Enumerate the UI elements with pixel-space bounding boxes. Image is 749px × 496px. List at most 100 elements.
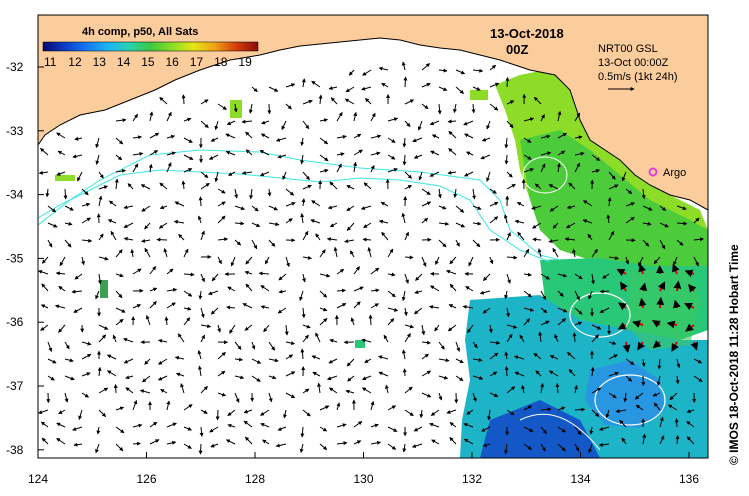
current-vector [107,370,117,377]
current-vector [532,222,542,229]
sst-speck-3 [355,340,365,348]
current-vector [40,304,49,309]
current-vector [482,273,491,281]
current-vector [107,219,117,224]
current-vector [178,233,185,241]
current-vector [621,171,627,182]
current-vector [251,375,261,382]
current-vector [97,366,102,377]
current-vector [548,370,559,377]
x-tick-label: 136 [679,472,699,486]
current-vector [506,100,515,105]
current-vector [217,370,226,377]
current-vector [149,265,157,275]
current-vector [438,375,449,380]
current-vector [404,184,412,190]
current-vector [200,182,210,190]
current-vector [505,76,510,88]
current-vector [160,389,168,394]
current-vector [284,324,289,336]
current-vector [653,402,661,411]
current-vector [197,215,202,224]
current-vector [435,256,440,266]
current-vector [429,422,440,428]
current-vector [57,150,66,156]
current-vector [591,387,602,394]
current-vector [260,133,270,139]
current-vector [533,352,542,360]
current-vector [141,205,151,212]
current-vector [438,68,448,73]
current-vector [346,185,355,190]
current-vector [656,375,661,386]
current-vector [480,154,491,160]
current-vector [251,239,258,250]
current-vector [159,205,168,210]
y-tick-label: -33 [6,124,24,138]
current-vector [41,256,49,264]
current-vector [47,239,53,248]
current-vector [353,286,364,292]
current-vector [315,233,321,241]
current-vector [438,341,445,350]
current-vector [574,407,586,412]
current-vector [73,442,83,447]
x-axis: 124 126 128 130 132 134 136 [28,452,699,486]
current-vector [523,426,534,432]
current-vector [621,437,627,445]
current-vector [566,205,576,210]
current-vector [370,400,375,411]
current-vector [363,222,372,229]
current-vector [557,443,566,452]
current-vector [634,392,644,400]
current-vector [489,201,499,207]
current-vector [260,423,270,428]
colorbar-tick-label: 13 [93,55,107,69]
sst-red-patch [630,270,700,350]
current-vector [659,205,667,211]
current-vector [74,273,83,280]
current-vector [285,354,294,360]
current-vector [319,443,328,451]
current-vector [472,357,483,362]
current-vector [583,200,593,207]
colorbar-tick-label: 18 [214,55,228,69]
current-vector [200,386,208,394]
current-vector [370,164,375,173]
colorbar-tick-label: 16 [166,55,180,69]
current-vector [455,69,466,75]
current-vector [281,120,287,131]
current-vector [463,438,474,445]
current-vector [233,103,238,113]
current-vector [504,351,509,360]
credit-text: © IMOS 18-Oct-2018 11:28 Hobart Time [727,244,741,465]
current-vector [115,307,126,313]
current-vector [588,290,593,300]
current-vector [618,302,627,311]
current-vector [200,307,205,319]
current-vector [401,212,406,224]
current-vector [353,301,361,309]
current-vector [605,409,610,419]
current-vector [591,409,600,417]
current-vector [217,103,227,110]
current-vector [438,392,443,401]
current-vector [166,134,176,139]
current-vector [156,237,168,242]
current-vector [98,233,104,241]
argo-marker: Argo [648,167,686,179]
current-vector [411,443,423,448]
current-vector [429,120,440,126]
current-vector [229,324,236,334]
current-vector [482,307,491,314]
current-vector [38,409,49,415]
current-vector [64,375,75,381]
current-vector [625,358,635,366]
current-vector [81,341,92,346]
current-vector [123,358,134,364]
current-vector [285,371,296,377]
current-vector [244,436,253,445]
current-vector [504,137,509,149]
current-vector [251,222,261,227]
